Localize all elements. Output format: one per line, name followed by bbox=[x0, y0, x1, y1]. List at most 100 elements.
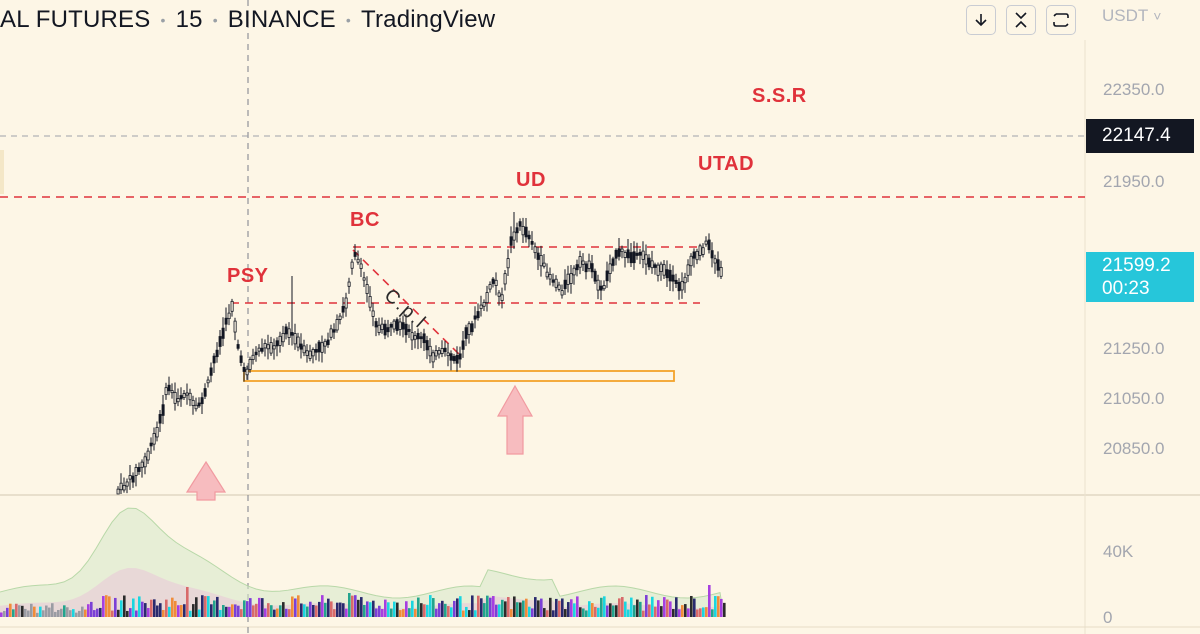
price-axis-label: 22350.0 bbox=[1103, 80, 1165, 99]
volume-bar bbox=[225, 606, 228, 617]
volume-bar bbox=[342, 603, 345, 617]
volume-bar bbox=[42, 610, 45, 617]
annotation-ud[interactable]: UD bbox=[516, 169, 546, 191]
volume-bar bbox=[462, 610, 465, 617]
volume-bar bbox=[339, 602, 342, 617]
candle-body bbox=[434, 350, 438, 357]
volume-bar bbox=[417, 597, 420, 617]
candle-body bbox=[347, 281, 351, 287]
volume-bar bbox=[321, 595, 324, 617]
volume-bar bbox=[588, 601, 591, 617]
volume-bar bbox=[102, 596, 105, 617]
volume-bar bbox=[441, 600, 444, 617]
annotation-bc[interactable]: BC bbox=[350, 209, 380, 231]
candle-body bbox=[455, 354, 459, 364]
fullscreen-toggle-button[interactable] bbox=[1006, 5, 1036, 35]
volume-bar bbox=[354, 595, 357, 617]
candle-body bbox=[335, 319, 339, 331]
volume-bar bbox=[438, 603, 441, 617]
snapshot-button[interactable] bbox=[1046, 5, 1076, 35]
volume-bar bbox=[390, 608, 393, 617]
candle-body bbox=[494, 279, 498, 286]
candle-body bbox=[704, 240, 708, 245]
candle-body bbox=[368, 296, 372, 308]
annotation-ssr[interactable]: S.S.R bbox=[752, 85, 807, 107]
volume-bar bbox=[618, 598, 621, 617]
volume-bar bbox=[693, 598, 696, 617]
volume-bar bbox=[126, 610, 129, 617]
candle-body bbox=[173, 392, 177, 404]
volume-axis-label: 40K bbox=[1103, 542, 1134, 561]
volume-bar bbox=[270, 605, 273, 617]
volume-bar bbox=[336, 602, 339, 617]
volume-bar bbox=[249, 598, 252, 617]
candle-body bbox=[212, 355, 216, 364]
candle-body bbox=[575, 264, 579, 271]
candle-body bbox=[233, 320, 237, 333]
volume-bar bbox=[3, 610, 6, 617]
volume-bar bbox=[516, 602, 519, 617]
volume-bar bbox=[204, 596, 207, 617]
volume-bar bbox=[450, 607, 453, 617]
annotation-utad[interactable]: UTAD bbox=[698, 153, 755, 175]
volume-bar bbox=[312, 604, 315, 617]
volume-bar bbox=[324, 602, 327, 617]
volume-bar bbox=[585, 610, 588, 617]
candle-body bbox=[305, 350, 309, 356]
candle-body bbox=[479, 304, 483, 309]
candle-body bbox=[470, 323, 474, 333]
volume-bar bbox=[681, 605, 684, 617]
candle-body bbox=[140, 461, 144, 468]
volume-bar bbox=[9, 603, 12, 617]
volume-bar bbox=[549, 597, 552, 617]
volume-bar bbox=[666, 599, 669, 617]
candle-body bbox=[392, 320, 396, 330]
candle-body bbox=[557, 284, 561, 290]
candle-body bbox=[161, 404, 165, 416]
candle-body bbox=[353, 252, 357, 257]
volume-bar bbox=[540, 598, 543, 617]
candle-body bbox=[284, 326, 288, 335]
candle-body bbox=[578, 256, 582, 268]
annotation-psy[interactable]: PSY bbox=[227, 265, 269, 287]
interval-label[interactable]: 15 bbox=[175, 6, 203, 33]
volume-bar bbox=[375, 608, 378, 617]
spring-arrow-up bbox=[496, 384, 534, 455]
volume-bar bbox=[621, 597, 624, 617]
volume-bar bbox=[261, 598, 264, 617]
candle-body bbox=[449, 353, 453, 361]
candle-body bbox=[500, 294, 504, 301]
volume-bar bbox=[231, 604, 234, 617]
volume-bar bbox=[165, 599, 168, 617]
volume-bar bbox=[330, 601, 333, 617]
download-button[interactable] bbox=[966, 5, 996, 35]
refresh-frame-icon bbox=[1053, 13, 1069, 27]
volume-bar bbox=[180, 605, 183, 617]
candle-body bbox=[137, 467, 141, 472]
volume-bar bbox=[534, 597, 537, 617]
volume-bar bbox=[201, 595, 204, 617]
last-price-value: 21599.2 bbox=[1102, 255, 1171, 276]
volume-bar bbox=[18, 605, 21, 617]
volume-bar bbox=[522, 600, 525, 617]
volume-bar bbox=[33, 606, 36, 617]
volume-bar bbox=[663, 597, 666, 617]
candle-body bbox=[452, 356, 456, 362]
symbol-name[interactable]: AL FUTURES bbox=[0, 6, 151, 33]
candle-body bbox=[545, 271, 549, 278]
volume-bar bbox=[642, 610, 645, 617]
candle-body bbox=[167, 384, 171, 392]
currency-selector[interactable]: USDT ˅ bbox=[1102, 6, 1161, 26]
candle-body bbox=[395, 319, 399, 331]
volume-bar bbox=[432, 598, 435, 617]
volume-bar bbox=[75, 612, 78, 617]
candle-body bbox=[638, 251, 642, 256]
volume-bar bbox=[24, 608, 27, 617]
volume-bar bbox=[378, 605, 381, 617]
volume-bar bbox=[429, 595, 432, 617]
candle-body bbox=[437, 350, 441, 355]
volume-bar bbox=[426, 604, 429, 617]
candle-body bbox=[644, 254, 648, 265]
candle-body bbox=[179, 395, 183, 400]
